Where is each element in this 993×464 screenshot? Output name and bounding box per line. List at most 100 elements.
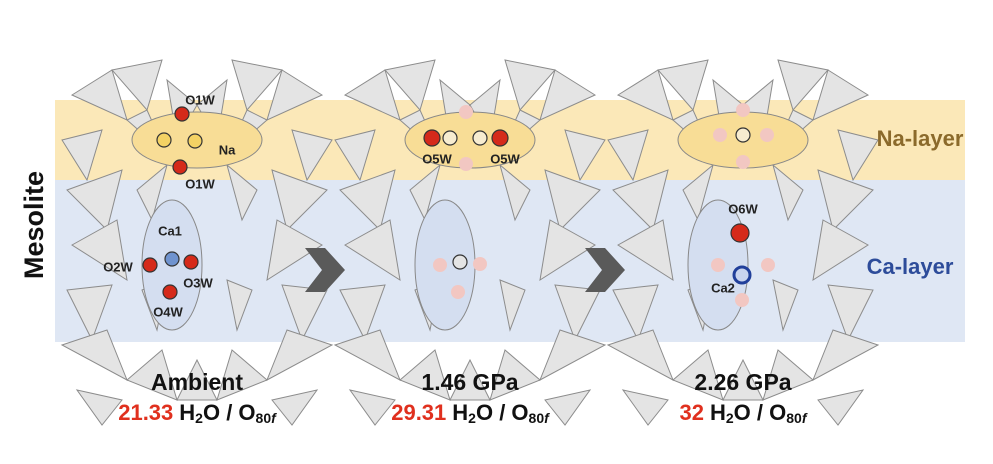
polyhedron [333, 329, 401, 382]
atom [187, 133, 203, 149]
polyhedron [554, 284, 601, 342]
polyhedron [384, 59, 436, 112]
formula-h: H [452, 400, 468, 425]
atom [164, 251, 180, 267]
atom-label: O6W [728, 201, 758, 216]
formula-sub: 80 [256, 410, 272, 426]
formula-mid: O / O [476, 400, 529, 425]
polyhedron [489, 349, 541, 401]
polyhedron [66, 169, 123, 231]
polyhedron [539, 219, 596, 282]
polyhedron [281, 284, 328, 342]
atom-label: O5W [490, 151, 520, 166]
polyhedron [266, 329, 334, 382]
polyhedron [499, 279, 526, 332]
polyhedron [544, 389, 592, 426]
atom [711, 258, 725, 272]
polyhedron [449, 358, 491, 401]
polyhedron [271, 389, 319, 426]
polyhedron [612, 169, 669, 231]
atom-label: O1W [185, 176, 215, 191]
atom [142, 257, 158, 273]
atom [433, 258, 447, 272]
condition-label: Ambient [151, 369, 243, 395]
polyhedron [812, 329, 880, 382]
atom [473, 257, 487, 271]
polyhedron [812, 69, 870, 121]
polyhedron [271, 169, 328, 231]
atom [761, 258, 775, 272]
formula-sub: 80 [786, 410, 802, 426]
layer-label: Ca-layer [867, 254, 954, 279]
atom [735, 293, 749, 307]
polyhedron [71, 219, 128, 282]
polyhedron [339, 284, 386, 342]
polyhedron [70, 69, 128, 121]
polyhedron [544, 169, 601, 231]
water-content: 21.33 H2O / O80f [118, 400, 277, 426]
atom [459, 157, 473, 171]
atom [452, 254, 468, 270]
atom [736, 103, 750, 117]
polyhedron [339, 169, 396, 231]
formula-sub: 80 [529, 410, 545, 426]
polyhedron [226, 163, 258, 222]
polyhedron [539, 329, 607, 382]
atom-label: Ca2 [711, 280, 735, 295]
formula-h: H [710, 400, 726, 425]
polyhedron [499, 163, 531, 222]
atom-label: Na [219, 142, 236, 157]
condition-label: 2.26 GPa [694, 369, 791, 395]
polyhedron [621, 389, 669, 426]
polyhedron [231, 59, 283, 112]
formula-mid: O / O [203, 400, 256, 425]
polyhedron [612, 284, 659, 342]
layer-label: Na-layer [877, 126, 964, 151]
formula-f: f [544, 410, 550, 426]
polyhedron [657, 59, 709, 112]
formula-sub: 2 [468, 410, 476, 426]
polyhedron [777, 59, 829, 112]
water-value: 32 [680, 400, 704, 425]
arrow [305, 248, 345, 292]
polyhedron [348, 389, 396, 426]
polyhedron [812, 219, 869, 282]
polyhedron [564, 129, 606, 182]
formula-h: H [179, 400, 195, 425]
polyhedron [616, 69, 674, 121]
polyhedron [607, 129, 649, 182]
polyhedron [343, 69, 401, 121]
formula-sub: 2 [195, 410, 203, 426]
arrow [585, 248, 625, 292]
polyhedron [827, 284, 874, 342]
polyhedron [837, 129, 879, 182]
polyhedron [672, 349, 724, 401]
atom [730, 223, 750, 243]
water-content: 29.31 H2O / O80f [391, 400, 550, 426]
polyhedron [817, 389, 865, 426]
formula-mid: O / O [734, 400, 787, 425]
atom-label: Ca1 [158, 223, 182, 238]
formula-f: f [802, 410, 808, 426]
atom-label: O1W [185, 92, 215, 107]
polyhedron [75, 389, 123, 426]
polyhedron [61, 129, 103, 182]
atom [760, 128, 774, 142]
polyhedron [606, 329, 674, 382]
atom [183, 254, 199, 270]
polyhedron [682, 163, 714, 222]
condition-label: 1.46 GPa [421, 369, 518, 395]
polyhedron [66, 284, 113, 342]
formula-sub: 2 [726, 410, 734, 426]
atom [472, 130, 488, 146]
polyhedron [176, 358, 218, 401]
polyhedron [111, 59, 163, 112]
polyhedron [226, 279, 253, 332]
polyhedron [291, 129, 333, 182]
polyhedron [762, 349, 814, 401]
atom [713, 128, 727, 142]
water-value: 21.33 [118, 400, 173, 425]
polyhedron [266, 219, 323, 282]
